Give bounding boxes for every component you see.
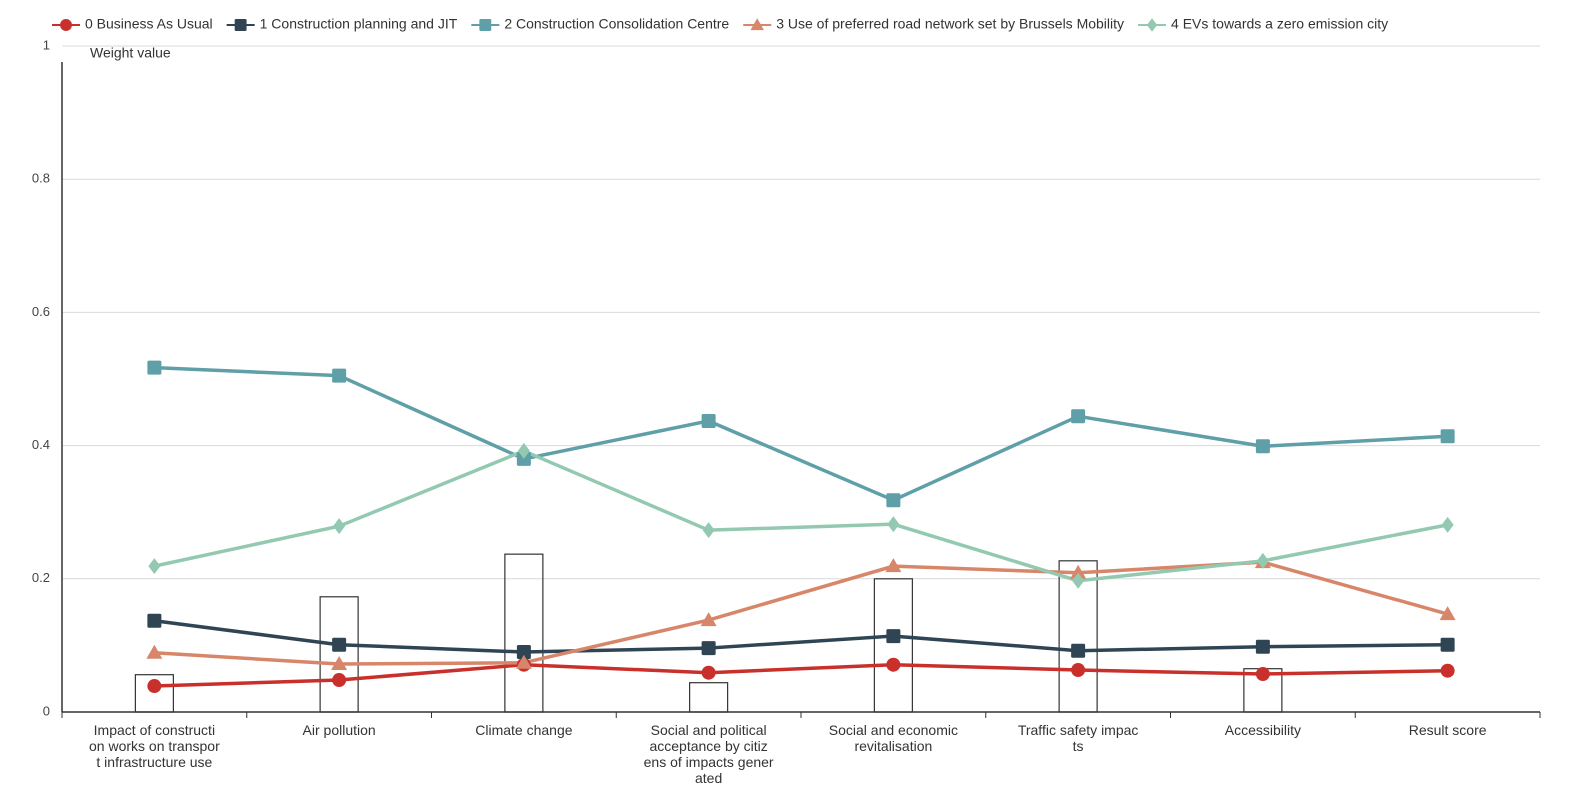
series-line [154, 619, 1448, 654]
data-point [1256, 552, 1269, 569]
data-point [516, 645, 531, 660]
data-point [885, 558, 902, 573]
legend-marker [750, 18, 765, 31]
x-tick-label: Traffic safety impac ts [1018, 722, 1139, 754]
data-point [1072, 572, 1085, 589]
data-point [700, 612, 717, 627]
bar [319, 596, 359, 713]
data-point [886, 629, 901, 644]
data-point [886, 657, 901, 672]
data-point [332, 673, 347, 688]
legend-label: 3 Use of preferred road network set by B… [776, 16, 1124, 32]
data-point [1440, 429, 1455, 444]
data-point [1441, 516, 1454, 533]
bar [873, 578, 913, 713]
data-point [1440, 637, 1455, 652]
series-line [154, 365, 1448, 502]
x-tick-label: Result score [1409, 722, 1487, 738]
legend-marker [60, 19, 72, 31]
y-tick-label: 1 [43, 37, 50, 52]
data-point [1255, 667, 1270, 682]
data-point [146, 644, 163, 659]
data-point [1255, 639, 1270, 654]
y-tick-label: 0.8 [32, 171, 50, 186]
legend-marker [234, 19, 247, 31]
data-point [887, 516, 900, 533]
legend-marker [479, 19, 492, 31]
y-tick-label: 0.4 [32, 437, 50, 452]
data-point [148, 558, 161, 575]
bar [689, 682, 729, 713]
data-point [515, 654, 532, 669]
x-tick-label: Social and economic revitalisation [829, 722, 958, 754]
y-axis-label: Weight value [90, 45, 171, 61]
legend-label: 4 EVs towards a zero emission city [1171, 16, 1388, 32]
legend-item[interactable]: 4 EVs towards a zero emission city [1138, 16, 1388, 32]
data-point [1070, 564, 1087, 579]
data-point [886, 493, 901, 508]
data-point [147, 679, 162, 694]
data-point [147, 360, 162, 375]
bar [504, 553, 544, 713]
legend-label: 2 Construction Consolidation Centre [504, 16, 729, 32]
data-point [333, 518, 346, 535]
data-point [1255, 439, 1270, 454]
data-point [1071, 663, 1086, 678]
data-point [331, 656, 348, 671]
data-point [332, 637, 347, 652]
x-tick-label: Social and political acceptance by citiz e… [644, 722, 774, 786]
legend-label: 0 Business As Usual [85, 16, 213, 32]
series-line [154, 449, 1448, 583]
data-point [702, 522, 715, 539]
data-point [701, 413, 716, 428]
data-point [1071, 643, 1086, 658]
data-point [517, 442, 530, 459]
series-line [154, 560, 1449, 666]
legend-item[interactable]: 2 Construction Consolidation Centre [471, 16, 729, 32]
x-tick-label: Air pollution [303, 722, 376, 738]
legend-item[interactable]: 0 Business As Usual [52, 16, 213, 32]
legend-marker [1146, 18, 1158, 32]
y-tick-label: 0.2 [32, 570, 50, 585]
legend-label: 1 Construction planning and JIT [260, 16, 458, 32]
data-point [1439, 606, 1456, 621]
data-point [147, 613, 162, 628]
y-tick-label: 0 [43, 703, 50, 718]
x-tick-label: Accessibility [1225, 722, 1301, 738]
data-point [701, 641, 716, 656]
bar [134, 674, 174, 713]
data-point [332, 368, 347, 383]
legend-item[interactable]: 3 Use of preferred road network set by B… [743, 16, 1124, 32]
x-tick-label: Impact of constructi on works on transpor… [89, 722, 220, 770]
bar [1058, 560, 1098, 713]
series-line [154, 662, 1448, 688]
y-tick-label: 0.6 [32, 304, 50, 319]
data-point [1071, 409, 1086, 424]
x-tick-label: Climate change [475, 722, 572, 738]
data-point [701, 665, 716, 680]
legend-item[interactable]: 1 Construction planning and JIT [226, 16, 458, 32]
data-point [1440, 663, 1455, 678]
